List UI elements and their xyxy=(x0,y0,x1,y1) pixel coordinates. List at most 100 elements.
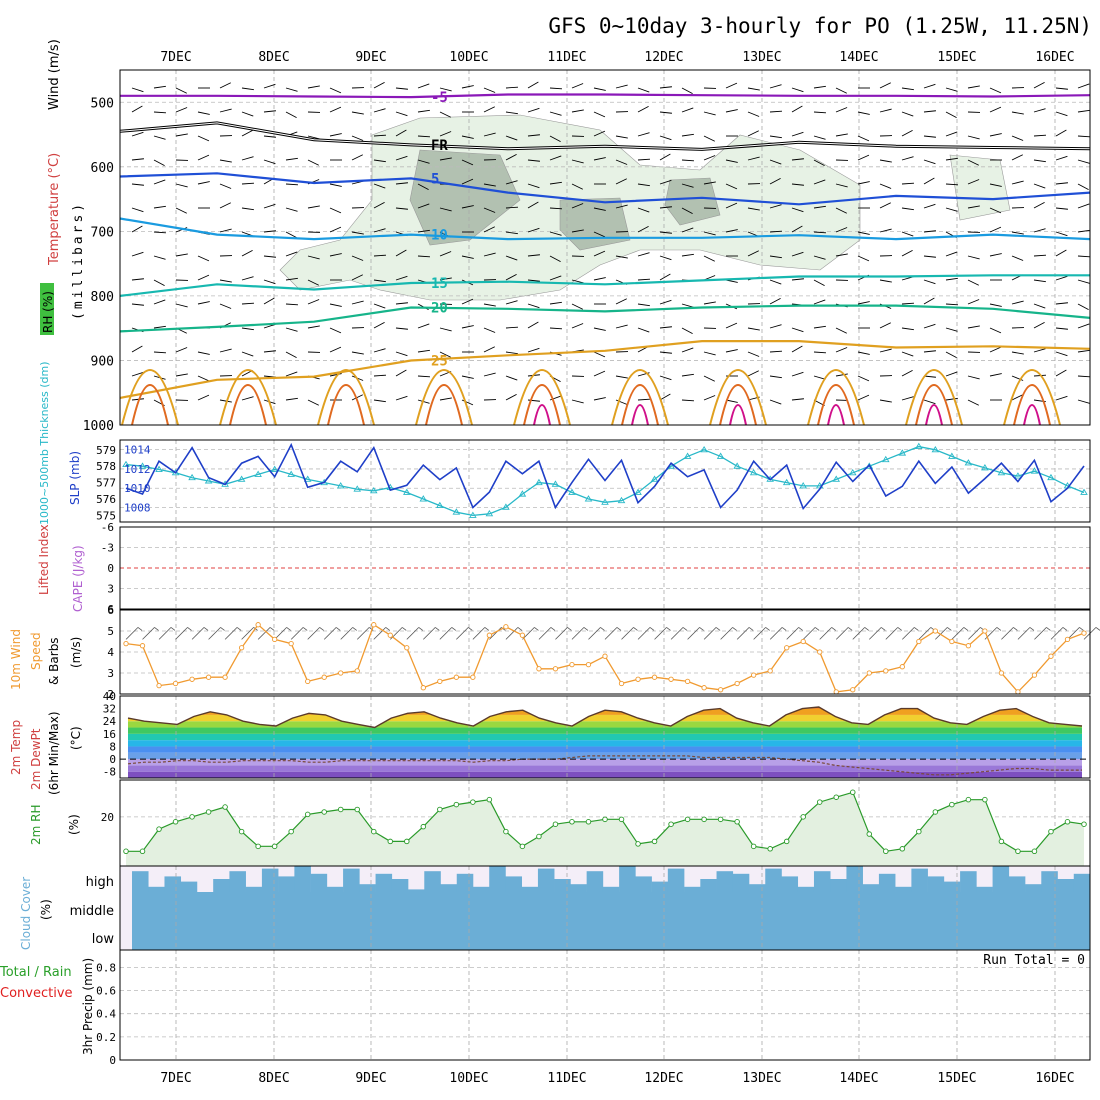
wind-barb xyxy=(879,82,891,89)
wind10-barb-flag xyxy=(1079,627,1084,631)
wind-barb xyxy=(197,394,210,401)
thickness-marker xyxy=(568,488,576,495)
wind-barb xyxy=(769,350,783,353)
wind10-barb xyxy=(852,627,866,640)
wind-barb xyxy=(813,255,826,260)
wind-barb xyxy=(813,325,826,329)
wind10-point xyxy=(866,670,872,676)
rh2m-point xyxy=(1081,821,1087,827)
cloud-high-bar xyxy=(505,876,522,892)
contour-label: 5 xyxy=(431,171,439,187)
rh2m-point xyxy=(635,841,641,847)
wind-barb xyxy=(989,133,1002,137)
wind-barb xyxy=(835,227,848,233)
wind-barb xyxy=(483,87,496,93)
wind-barb xyxy=(835,327,847,334)
wind10-barb xyxy=(637,627,651,640)
rh2m-point xyxy=(684,816,691,823)
wind-barb xyxy=(395,369,407,377)
wind-barb xyxy=(769,279,782,285)
wind-barb xyxy=(505,180,518,185)
precip-tick-label: 0.6 xyxy=(96,985,116,998)
wind-barb xyxy=(593,277,606,281)
wind-barb xyxy=(241,156,254,161)
wind10-barb xyxy=(555,627,568,640)
wind-barb xyxy=(175,107,188,113)
wind-barb xyxy=(1077,375,1091,378)
wind-barb xyxy=(659,299,672,305)
wind-barb xyxy=(945,183,959,186)
wind10-barb xyxy=(720,627,733,640)
wind-barb xyxy=(219,279,232,283)
wind-barb xyxy=(285,251,298,257)
wind-barb xyxy=(219,183,232,189)
hot-contour xyxy=(719,384,757,426)
wind-barb xyxy=(153,85,166,89)
wind-barb xyxy=(791,278,804,281)
wind-barb xyxy=(1033,201,1045,209)
wind-barb xyxy=(945,207,958,212)
wind-barb xyxy=(263,110,276,113)
wind-barb xyxy=(637,303,650,307)
wind-barb xyxy=(659,153,671,161)
wind-barb xyxy=(989,207,1002,214)
wind10-point xyxy=(552,666,559,672)
temp2m-label-4: (°C) xyxy=(69,726,83,750)
wind10-barb xyxy=(538,627,552,640)
date-label-bottom: 14DEC xyxy=(839,1071,878,1086)
li-ylabels: Lifted Index CAPE (J/kg) xyxy=(37,524,85,612)
wind-barb xyxy=(417,203,430,209)
date-label-bottom: 13DEC xyxy=(742,1071,781,1086)
thickness-marker xyxy=(254,470,262,477)
wind-barb xyxy=(989,253,1002,257)
thickness-marker xyxy=(848,468,857,476)
wind-barb xyxy=(593,351,606,358)
rh2m-point xyxy=(288,828,294,835)
wind-barb xyxy=(769,177,781,185)
wind10-point xyxy=(354,668,360,674)
wind10-barb xyxy=(142,627,155,640)
wind10-point xyxy=(172,680,179,687)
wind-barb xyxy=(901,231,914,237)
wind-barb xyxy=(153,231,167,234)
rh2m-point xyxy=(1064,819,1071,825)
wind-barb xyxy=(901,87,914,91)
wind-barb xyxy=(857,394,870,401)
wind-barb xyxy=(1077,399,1090,404)
precip-ylabels: Total / Rain Convective 3hr Precip (mm) … xyxy=(0,953,1085,1055)
wind-barb xyxy=(395,249,407,257)
wind-barb xyxy=(219,159,232,163)
wind10-barb xyxy=(1034,627,1047,640)
wind10-point xyxy=(453,674,459,680)
wind-barb xyxy=(615,178,627,185)
wind-barb xyxy=(329,346,342,353)
wind-barb xyxy=(813,299,826,305)
li-tick-label: -6 xyxy=(101,521,114,534)
wind-barb xyxy=(175,373,188,377)
hot-contour xyxy=(425,384,463,426)
wind-barb xyxy=(879,202,891,209)
wind-barb xyxy=(1077,229,1090,233)
thickness-marker xyxy=(188,473,196,481)
cloud-high-bar xyxy=(359,884,376,892)
wind-barb xyxy=(329,226,342,233)
thickness-marker xyxy=(270,465,279,472)
wind10-barb-flag xyxy=(848,627,853,631)
hot-contours xyxy=(121,369,1061,426)
wind-barb xyxy=(219,228,232,233)
rh2m-point xyxy=(371,828,377,835)
wind-barb xyxy=(1033,134,1047,137)
temp-band xyxy=(128,771,1082,778)
wind-barb xyxy=(373,348,386,353)
temp-band xyxy=(128,759,1082,766)
wind-barb xyxy=(1011,394,1023,401)
contour-label: -5 xyxy=(431,90,448,106)
precip-tick-label: 0 xyxy=(109,1054,116,1067)
wind-barb xyxy=(417,109,430,113)
hottest-contour xyxy=(925,404,943,426)
wind-barb xyxy=(1011,255,1024,261)
warm-contour xyxy=(807,369,865,426)
wind10-barb-flag xyxy=(748,627,754,631)
wind-barb xyxy=(571,203,584,209)
wind-barb xyxy=(725,82,738,89)
